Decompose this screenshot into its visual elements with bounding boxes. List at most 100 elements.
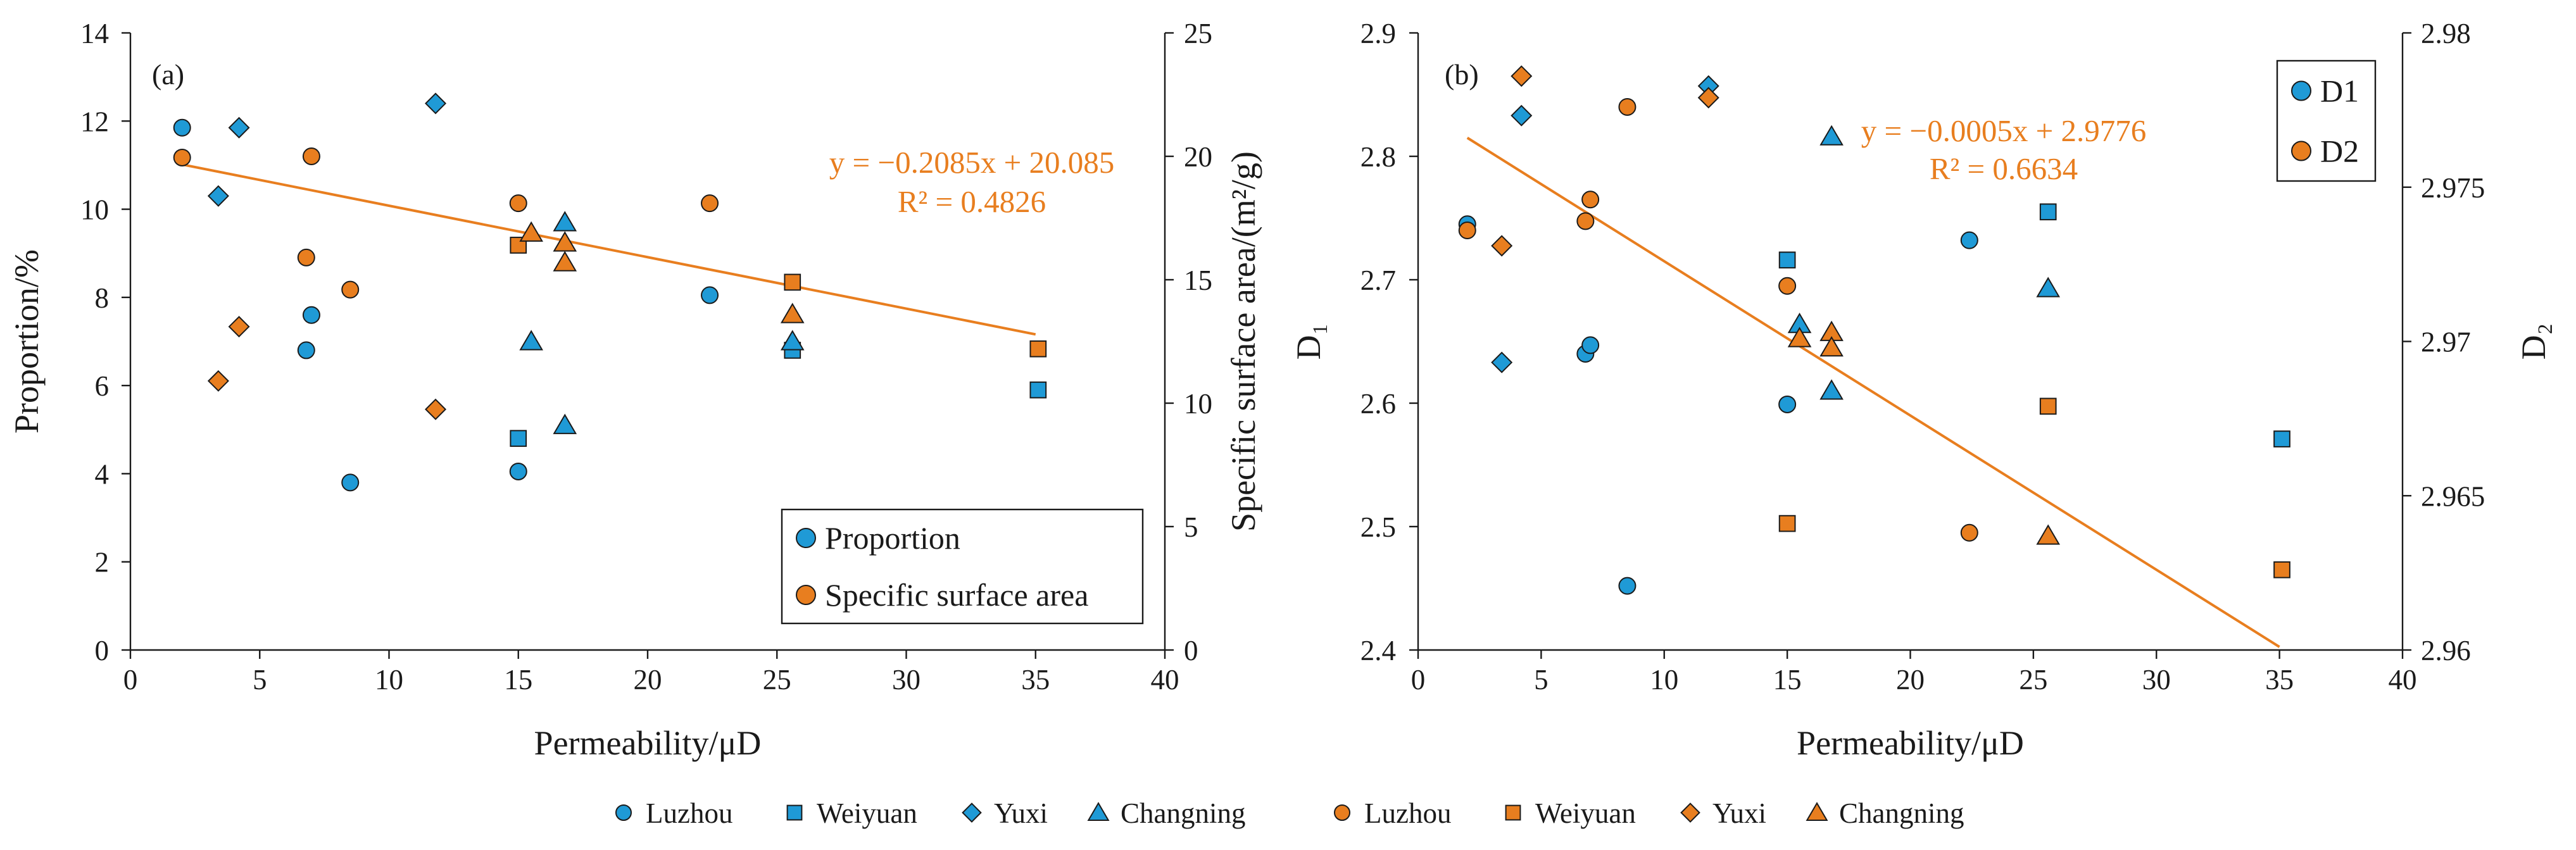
data-point-luzhou-right xyxy=(297,248,315,266)
bottom-legend-label-blue: Weiyuan xyxy=(817,797,917,829)
data-point-weiyuan-right xyxy=(1029,340,1047,358)
data-point-weiyuan-left xyxy=(510,430,527,447)
y-tick-label-left: 2.6 xyxy=(1360,388,1396,420)
data-point-luzhou-right xyxy=(1581,191,1600,209)
y-tick-label-left: 2.7 xyxy=(1360,265,1396,296)
bottom-legend-marker-orange xyxy=(1680,803,1700,823)
plot-legend-label: Specific surface area xyxy=(825,577,1088,613)
chart-panel-b: 0 5 10 15 20 25 30 35 40 2.4 2.5 2.6 2.7 2.8 2.9 2.96 2.… xyxy=(1290,18,2553,762)
x-tick-label: 10 xyxy=(375,664,403,696)
x-axis-title: Permeability/μD xyxy=(534,724,762,762)
x-tick-label: 5 xyxy=(1534,664,1549,696)
trendline xyxy=(1466,137,2280,648)
plot-legend-label: D1 xyxy=(2320,73,2359,109)
plot-legend-marker xyxy=(2291,141,2311,161)
data-point-yuxi-right xyxy=(207,370,229,392)
x-tick-label: 30 xyxy=(2142,664,2171,696)
x-tick-label: 10 xyxy=(1650,664,1678,696)
data-point-luzhou-right xyxy=(1778,277,1797,295)
data-point-changning-left xyxy=(780,330,805,351)
data-point-weiyuan-left xyxy=(2273,430,2290,447)
data-point-yuxi-left xyxy=(228,116,250,139)
chart-panel-a: 0 5 10 15 20 25 30 35 40024681012140510152025Per… xyxy=(8,18,1262,762)
y-tick-label-right: 2.97 xyxy=(2421,327,2471,358)
data-point-luzhou-right xyxy=(1960,523,1978,542)
data-point-changning-right xyxy=(1787,327,1812,347)
y-axis-title-left: D₁ xyxy=(1290,323,1328,360)
data-point-changning-right xyxy=(519,221,543,242)
y-tick-label-left: 2.8 xyxy=(1360,141,1396,173)
data-point-yuxi-right xyxy=(228,316,250,338)
bottom-legend-marker-blue xyxy=(962,803,982,823)
panel-label: (b) xyxy=(1445,58,1479,91)
y-tick-label-left: 6 xyxy=(95,370,110,402)
plot-legend-label: D2 xyxy=(2320,134,2359,169)
data-point-yuxi-left xyxy=(207,185,229,207)
bottom-legend-marker-blue xyxy=(615,804,632,821)
data-point-luzhou-right xyxy=(302,147,320,165)
data-point-weiyuan-right xyxy=(2273,561,2290,578)
data-point-luzhou-left xyxy=(341,473,360,492)
y-axis-title-right: D₂ xyxy=(2515,323,2553,360)
y-axis-title-right: Specific surface area/(m²/g) xyxy=(1224,151,1262,532)
y-tick-label-right: 2.96 xyxy=(2421,635,2471,666)
data-point-weiyuan-left xyxy=(2039,203,2057,221)
data-point-luzhou-left xyxy=(297,341,315,359)
data-point-changning-left xyxy=(1819,379,1844,400)
data-point-weiyuan-left xyxy=(1778,251,1796,269)
y-tick-label-right: 20 xyxy=(1184,141,1212,173)
data-point-weiyuan-right xyxy=(1778,515,1796,532)
y-tick-label-right: 15 xyxy=(1184,265,1212,296)
y-tick-label-left: 2.5 xyxy=(1360,511,1396,543)
y-tick-label-left: 12 xyxy=(80,106,109,137)
x-tick-label: 40 xyxy=(2389,664,2417,696)
x-tick-label: 5 xyxy=(253,664,267,696)
data-point-weiyuan-right xyxy=(784,273,801,291)
trendline-equation: y = −0.0005x + 2.9776 xyxy=(1861,113,2146,148)
x-tick-label: 0 xyxy=(1411,664,1426,696)
y-tick-label-left: 2.4 xyxy=(1360,635,1396,666)
data-point-changning-left xyxy=(519,330,543,351)
trendline-r2: R² = 0.6634 xyxy=(1930,151,2078,186)
x-tick-label: 30 xyxy=(892,664,920,696)
x-tick-label: 15 xyxy=(1773,664,1802,696)
data-point-luzhou-right xyxy=(173,148,191,166)
plot-legend-marker xyxy=(796,585,816,605)
y-tick-label-right: 2.965 xyxy=(2421,480,2485,512)
data-point-luzhou-right xyxy=(1618,98,1637,116)
x-tick-label: 40 xyxy=(1151,664,1179,696)
data-point-luzhou-right xyxy=(509,194,527,213)
bottom-legend-marker-orange xyxy=(1806,802,1828,821)
y-tick-label-left: 10 xyxy=(80,194,109,226)
data-point-luzhou-left xyxy=(302,306,320,324)
data-point-yuxi-right xyxy=(1491,235,1513,257)
x-tick-label: 20 xyxy=(634,664,662,696)
x-axis-title: Permeability/μD xyxy=(1797,724,2024,762)
y-tick-label-left: 2.9 xyxy=(1360,18,1396,49)
bottom-legend-label-blue: Luzhou xyxy=(646,797,732,829)
bottom-legend-marker-blue xyxy=(786,804,803,821)
plot-legend-marker xyxy=(796,528,816,548)
data-point-yuxi-right xyxy=(1511,65,1533,87)
data-point-changning-left xyxy=(1819,125,1844,146)
x-tick-label: 20 xyxy=(1896,664,1925,696)
data-point-yuxi-left xyxy=(1491,351,1513,373)
y-tick-label-right: 0 xyxy=(1184,635,1198,666)
trendline-r2: R² = 0.4826 xyxy=(898,184,1046,219)
data-point-weiyuan-right xyxy=(2039,397,2057,415)
plot-legend-label: Proportion xyxy=(825,520,960,556)
data-point-luzhou-left xyxy=(1778,395,1797,413)
y-tick-label-right: 2.975 xyxy=(2421,172,2485,204)
data-point-changning-right xyxy=(780,303,805,323)
data-point-luzhou-left xyxy=(509,462,527,480)
data-point-changning-left xyxy=(553,413,577,434)
plot-legend: D1 D2 xyxy=(2276,59,2377,182)
bottom-legend-label-orange: Yuxi xyxy=(1712,797,1766,829)
bottom-legend-label-blue: Changning xyxy=(1121,797,1246,829)
data-point-luzhou-right xyxy=(1458,222,1476,239)
data-point-luzhou-left xyxy=(1960,231,1978,249)
data-point-yuxi-right xyxy=(425,398,447,420)
data-point-luzhou-right xyxy=(341,280,360,299)
